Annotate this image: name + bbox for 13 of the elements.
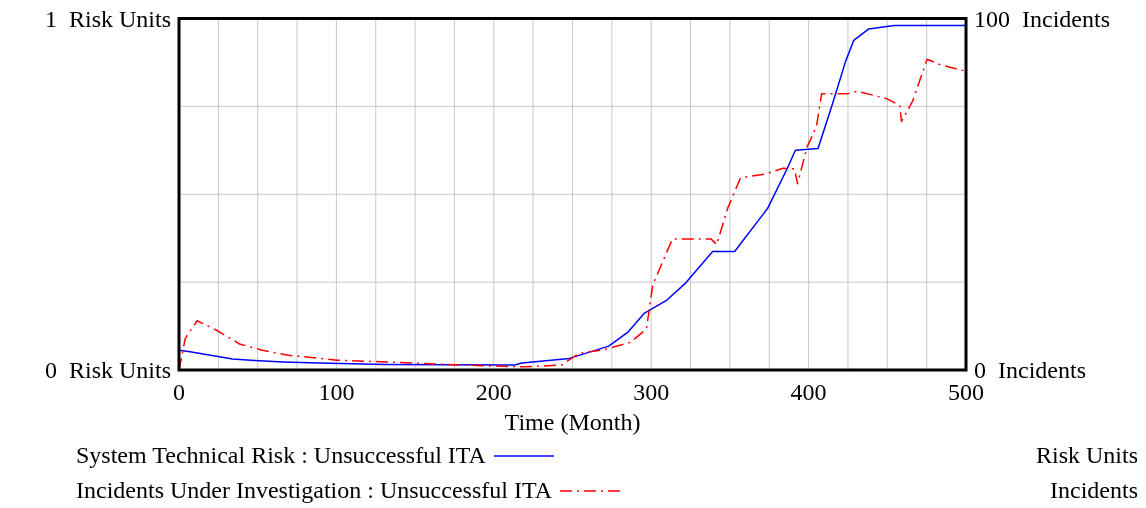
x-tick-label: 200 xyxy=(475,379,512,405)
y2-tick-label: 100 Incidents xyxy=(974,5,1110,32)
text: Incidents xyxy=(1050,477,1138,503)
text: Risk Units xyxy=(1035,442,1138,468)
x-tick-label: 100 xyxy=(318,379,355,405)
x-tick-label: 300 xyxy=(633,379,670,405)
legend-label: Incidents Under Investigation : Unsuccessful ITA xyxy=(76,477,553,503)
x-tick-label: 400 xyxy=(790,379,827,405)
x-tick-label: 0 xyxy=(173,379,185,405)
x-axis-title: Time (Month) xyxy=(504,409,641,435)
y-tick-label: 1 Risk Units xyxy=(44,5,171,32)
y-tick-label: 0 Risk Units xyxy=(44,357,171,384)
legend-label: System Technical Risk : Unsuccessful ITA xyxy=(76,442,487,468)
